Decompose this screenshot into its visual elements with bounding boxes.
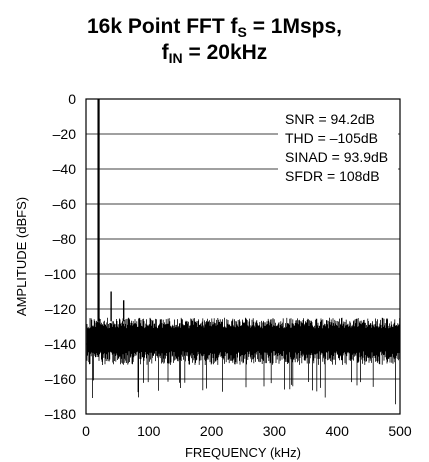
stat-annotation: THD = –105dB (285, 130, 378, 146)
y-tick-labels: 0 –20 –40 –60 –80 –100 –120 –140 –160 –180 (45, 91, 76, 422)
y-tick-label: –100 (45, 266, 76, 282)
y-tick-label: –80 (53, 231, 77, 247)
y-tick-label: –20 (53, 126, 77, 142)
y-tick-label: 0 (68, 91, 76, 107)
y-axis-label: AMPLITUDE (dBFS) (14, 197, 29, 316)
stat-annotation: SFDR = 108dB (285, 168, 380, 184)
harmonic-spikes (97, 99, 125, 322)
x-axis-label: FREQUENCY (kHz) (185, 445, 301, 460)
stats-box (278, 108, 398, 184)
x-tick-label: 500 (388, 423, 412, 439)
y-tick-label: –60 (53, 196, 77, 212)
y-tick-label: –180 (45, 406, 76, 422)
noise-floor (86, 317, 400, 405)
noise-floor-trace (86, 317, 400, 405)
x-tick-label: 0 (82, 423, 90, 439)
y-tick-label: –160 (45, 371, 76, 387)
y-tick-label: –40 (53, 161, 77, 177)
stats-annotations: SNR = 94.2dB THD = –105dB SINAD = 93.9dB SF… (285, 111, 388, 184)
stat-annotation: SNR = 94.2dB (285, 111, 375, 127)
chart-title: 16k Point FFT fS = 1Msps, fIN = 20kHz (0, 14, 429, 66)
x-tick-label: 100 (137, 423, 161, 439)
y-tick-label: –140 (45, 336, 76, 352)
x-tick-label: 400 (326, 423, 350, 439)
x-tick-label: 300 (263, 423, 287, 439)
plot-frame (85, 98, 401, 415)
title-line-1: 16k Point FFT fS = 1Msps, (87, 15, 342, 40)
title-line-2: fIN = 20kHz (161, 41, 268, 66)
x-tick-labels: 0 100 200 300 400 500 (82, 423, 412, 439)
y-tick-label: –120 (45, 301, 76, 317)
x-tick-label: 200 (200, 423, 224, 439)
stat-annotation: SINAD = 93.9dB (285, 149, 388, 165)
